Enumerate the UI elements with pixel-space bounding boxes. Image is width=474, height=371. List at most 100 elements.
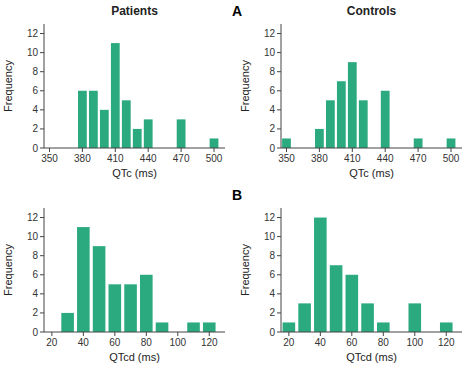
- y-tick-label: 12: [264, 212, 276, 223]
- bar: [314, 218, 327, 332]
- bar: [100, 110, 109, 148]
- bar: [203, 322, 216, 332]
- x-tick-label: 500: [206, 153, 223, 164]
- y-tick-label: 4: [32, 288, 38, 299]
- x-tick: [418, 148, 419, 152]
- x-tick-label: 440: [140, 153, 157, 164]
- x-tick: [146, 332, 147, 336]
- x-tick-label: 60: [346, 337, 358, 348]
- y-tick-label: 2: [269, 307, 275, 318]
- y-tick: [40, 217, 44, 218]
- bar: [283, 322, 296, 332]
- y-tick: [277, 255, 281, 256]
- bar: [282, 138, 291, 148]
- y-tick: [277, 236, 281, 237]
- y-tick: [40, 71, 44, 72]
- y-tick: [40, 293, 44, 294]
- y-tick-label: 0: [32, 143, 38, 154]
- panel-title: Patients: [111, 4, 158, 18]
- x-tick-label: 350: [278, 153, 295, 164]
- panel: 024681012350380410440470500QTc (ms)Frequ…: [239, 4, 462, 179]
- x-tick-label: 100: [169, 337, 186, 348]
- x-tick-label: 380: [311, 153, 328, 164]
- panel-letter: B: [232, 187, 242, 203]
- x-tick: [319, 148, 320, 152]
- y-tick-label: 10: [27, 47, 39, 58]
- y-axis-label: Frequency: [2, 244, 14, 296]
- y-tick: [277, 312, 281, 313]
- bar: [381, 91, 390, 148]
- bar: [77, 227, 90, 332]
- x-tick-label: 470: [410, 153, 427, 164]
- y-tick-label: 2: [269, 123, 275, 134]
- bar: [89, 91, 98, 148]
- x-axis-label: QTcd (ms): [109, 351, 160, 363]
- x-tick-label: 40: [315, 337, 327, 348]
- bars: [78, 43, 218, 148]
- x-axis-label: QTc (ms): [112, 167, 157, 179]
- y-tick: [277, 217, 281, 218]
- x-tick-label: 60: [109, 337, 121, 348]
- x-tick: [177, 332, 178, 336]
- x-tick-label: 80: [141, 337, 153, 348]
- bar: [414, 138, 423, 148]
- x-axis-line: [44, 148, 225, 149]
- y-axis-label: Frequency: [2, 60, 14, 112]
- x-tick-label: 380: [74, 153, 91, 164]
- figure: 024681012350380410440470500QTc (ms)Frequ…: [0, 0, 474, 371]
- x-tick: [115, 148, 116, 152]
- x-tick-label: 410: [344, 153, 361, 164]
- x-tick: [181, 148, 182, 152]
- bar: [210, 138, 219, 148]
- y-tick-label: 4: [32, 104, 38, 115]
- y-tick-label: 6: [269, 269, 275, 280]
- y-tick: [277, 274, 281, 275]
- x-tick-label: 20: [283, 337, 295, 348]
- y-tick: [277, 33, 281, 34]
- bar: [315, 129, 324, 148]
- x-tick: [451, 148, 452, 152]
- bar: [140, 275, 153, 332]
- bar: [440, 322, 453, 332]
- x-tick: [352, 148, 353, 152]
- y-tick: [277, 332, 281, 333]
- y-tick: [40, 255, 44, 256]
- y-tick-label: 6: [32, 85, 38, 96]
- x-axis-line: [44, 332, 225, 333]
- y-tick-label: 2: [32, 123, 38, 134]
- bar: [330, 265, 343, 332]
- bar: [361, 303, 374, 332]
- y-tick: [277, 128, 281, 129]
- x-tick: [82, 148, 83, 152]
- y-tick-label: 10: [264, 231, 276, 242]
- x-axis-line: [281, 332, 462, 333]
- y-tick-label: 6: [32, 269, 38, 280]
- bar: [346, 275, 359, 332]
- bar: [93, 246, 106, 332]
- bar: [111, 43, 120, 148]
- y-tick: [40, 274, 44, 275]
- x-tick-label: 120: [201, 337, 218, 348]
- bar: [109, 284, 122, 332]
- bar: [348, 62, 357, 148]
- y-tick: [40, 90, 44, 91]
- y-tick-label: 0: [269, 327, 275, 338]
- y-tick-label: 2: [32, 307, 38, 318]
- panel: 02468101220406080100120QTcd (ms)Frequenc…: [2, 208, 225, 363]
- y-tick-label: 0: [269, 143, 275, 154]
- y-tick: [277, 109, 281, 110]
- y-tick-label: 4: [269, 104, 275, 115]
- bar: [337, 81, 346, 148]
- y-tick-label: 6: [269, 85, 275, 96]
- y-tick-label: 8: [32, 250, 38, 261]
- y-tick: [277, 52, 281, 53]
- y-axis-label: Frequency: [239, 60, 251, 112]
- y-tick: [40, 236, 44, 237]
- bar: [122, 100, 131, 148]
- y-tick: [40, 128, 44, 129]
- y-axis-label: Frequency: [239, 244, 251, 296]
- bar: [156, 322, 169, 332]
- x-tick: [288, 332, 289, 336]
- y-tick: [277, 90, 281, 91]
- panel: 02468101220406080100120QTcd (ms)Frequenc…: [239, 208, 462, 363]
